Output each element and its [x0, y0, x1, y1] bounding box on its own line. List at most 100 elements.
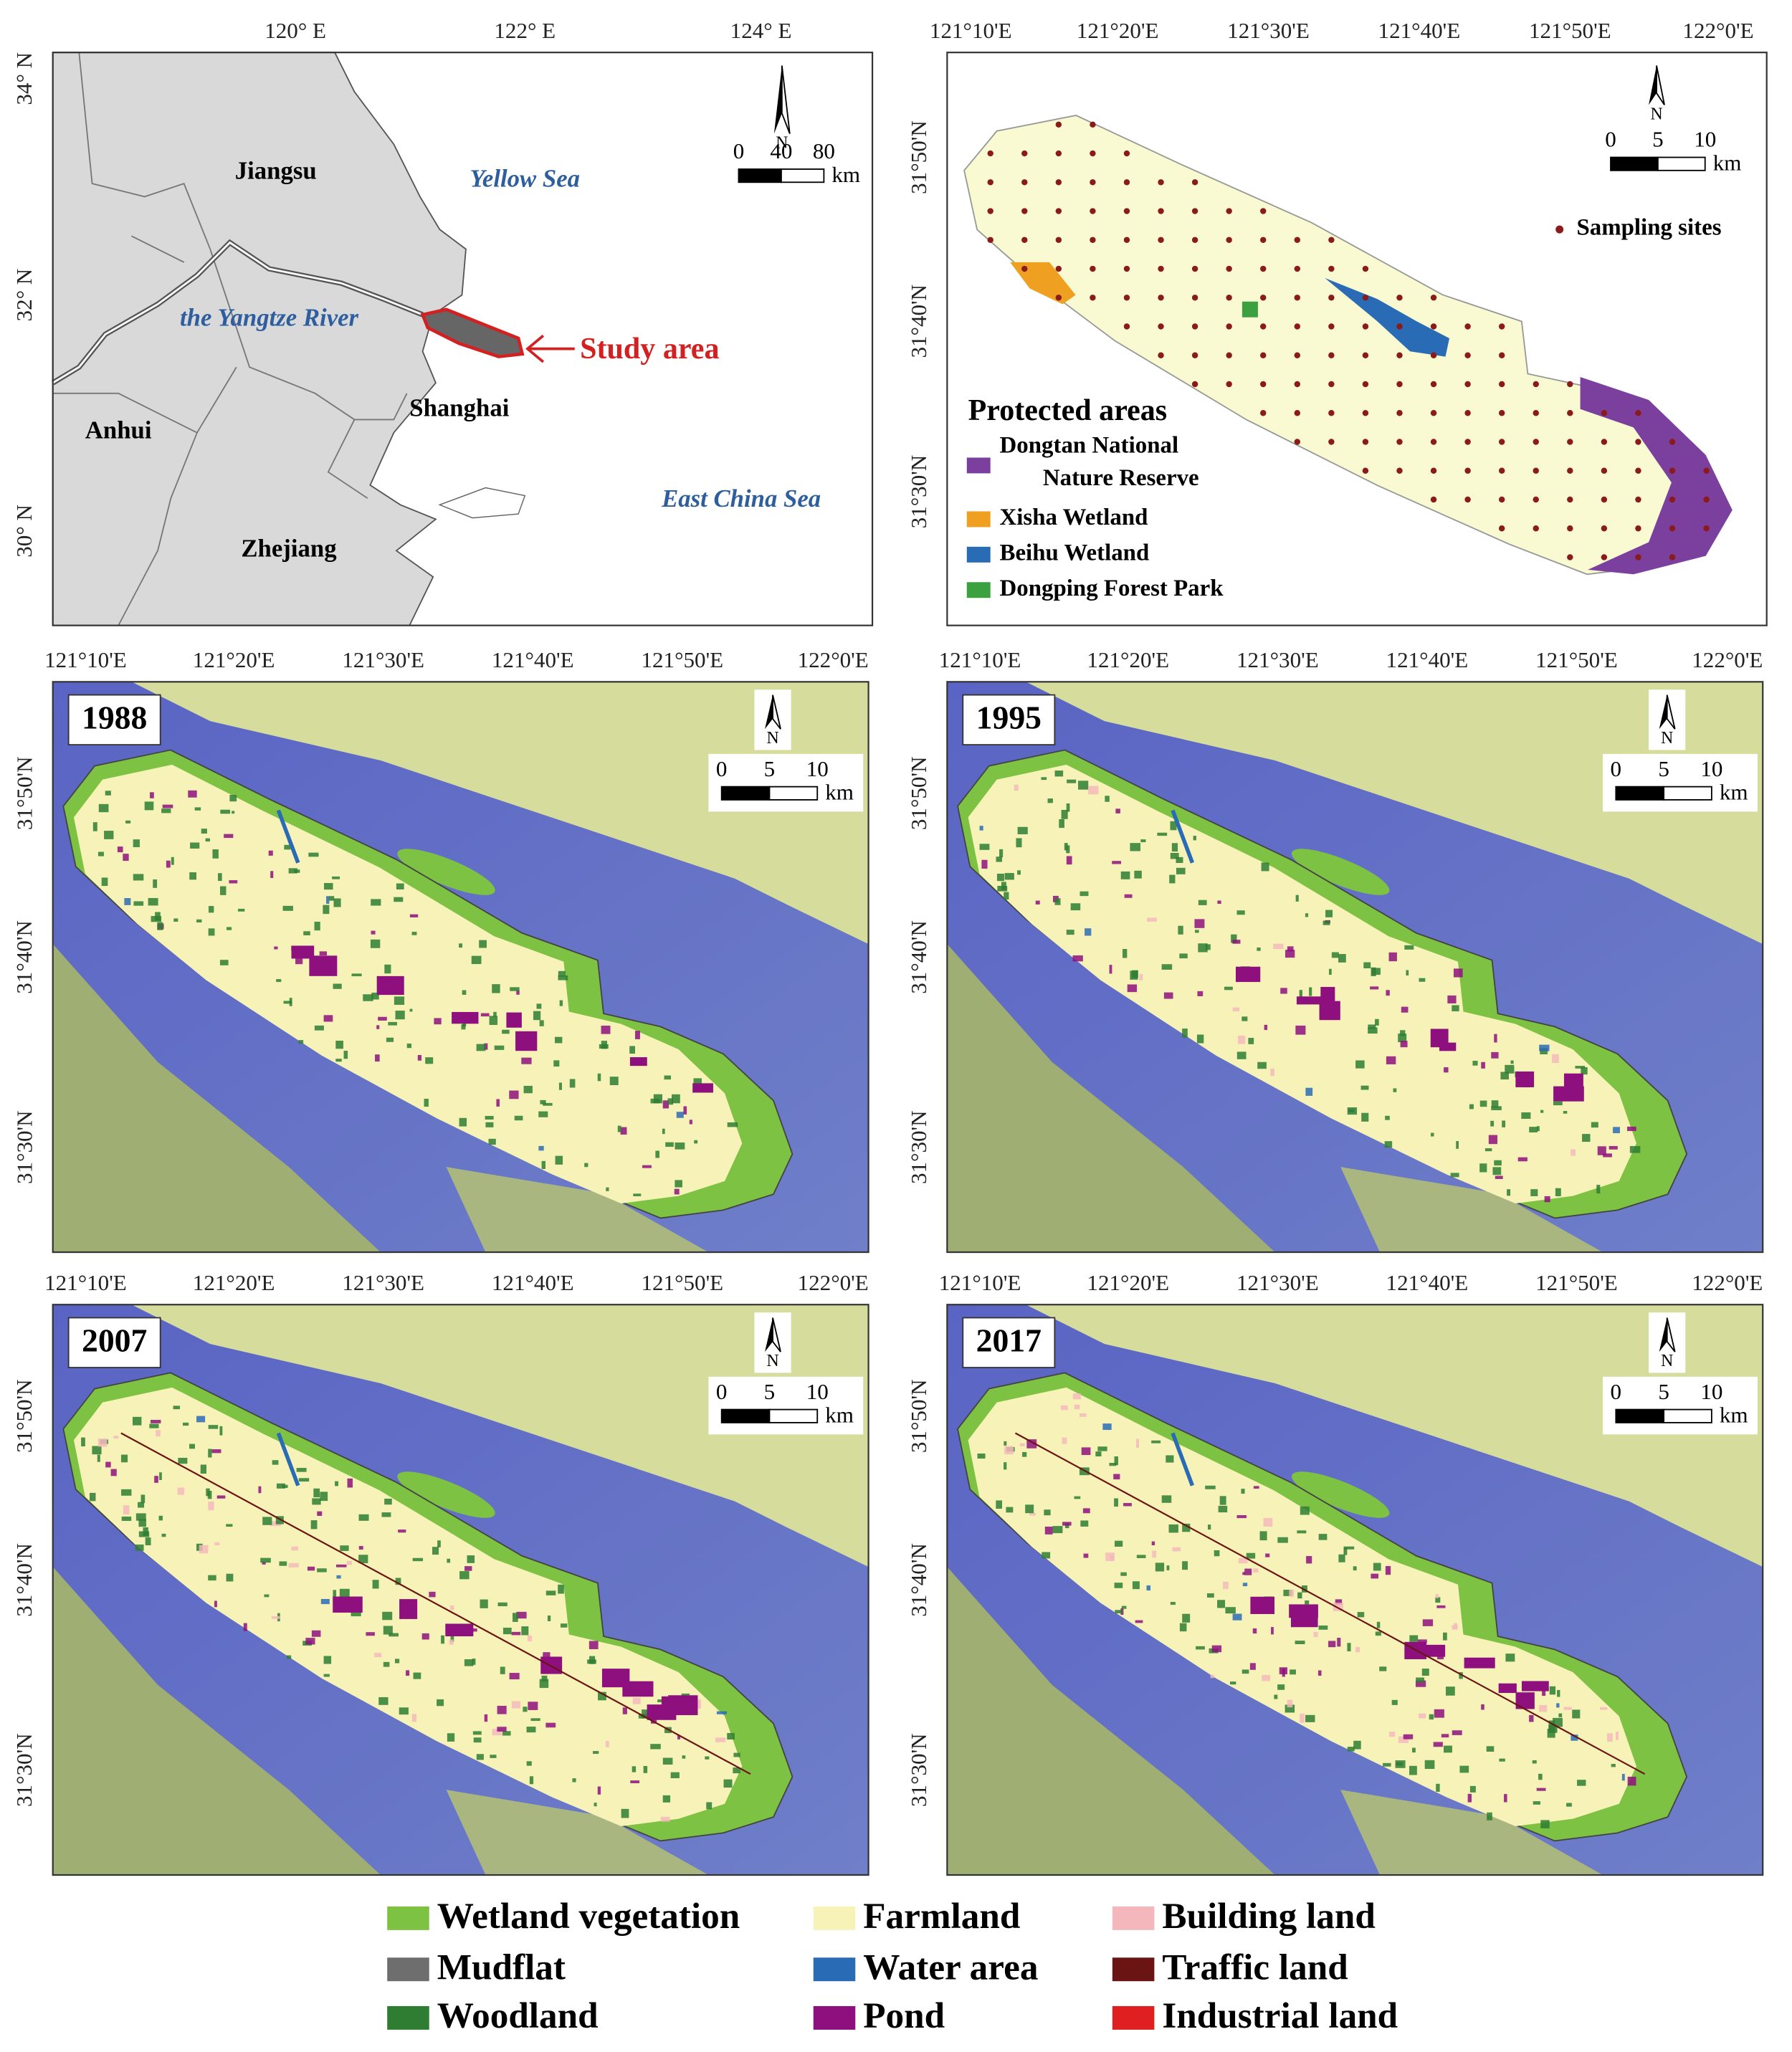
land-patch	[1540, 1820, 1550, 1828]
north-label: N	[1650, 105, 1662, 123]
land-patch	[1194, 930, 1199, 933]
lon-label: 121°20'E	[193, 1270, 275, 1295]
land-patch	[437, 1540, 441, 1547]
lon-label: 121°50'E	[641, 1270, 723, 1295]
land-patch	[1557, 1689, 1560, 1697]
land-patch	[1112, 861, 1121, 864]
land-patch	[196, 919, 202, 923]
arrow-head	[525, 334, 545, 363]
land-patch	[1238, 1557, 1248, 1564]
land-patch	[509, 1673, 520, 1680]
land-patch	[1029, 1512, 1036, 1516]
sampling-site	[1123, 150, 1130, 157]
sampling-site	[1669, 496, 1676, 503]
land-patch	[1510, 1060, 1514, 1064]
land-patch	[634, 1031, 640, 1039]
protected-area	[1580, 376, 1733, 575]
land-patch	[1452, 1730, 1462, 1735]
land-patch	[1176, 867, 1186, 874]
sampling-site	[1090, 208, 1096, 214]
scale-label: 5	[1658, 756, 1669, 781]
north-label: N	[1661, 729, 1673, 748]
land-patch	[1385, 1565, 1391, 1575]
land-patch	[1575, 1066, 1586, 1069]
land-patch	[1004, 1462, 1007, 1470]
land-patch	[371, 930, 376, 935]
legend-swatch	[387, 1957, 429, 1982]
land-patch	[308, 852, 319, 857]
land-patch	[526, 1727, 536, 1733]
province-boundary	[209, 249, 408, 421]
sampling-site	[1533, 381, 1539, 388]
land-patch	[1424, 1760, 1435, 1770]
province-boundary	[52, 392, 198, 434]
sampling-site	[1090, 150, 1096, 157]
land-patch	[1542, 1686, 1546, 1697]
sampling-site	[1396, 295, 1403, 301]
scale-bar	[720, 786, 771, 801]
land-patch	[339, 1588, 350, 1598]
land-patch	[1066, 856, 1072, 865]
land-patch	[294, 869, 300, 873]
legend-label: Xisha Wetland	[1000, 505, 1148, 530]
land-patch	[1487, 1812, 1492, 1820]
land-patch	[473, 1737, 482, 1743]
land-patch	[1597, 1146, 1606, 1155]
land-patch	[219, 960, 229, 965]
sampling-site	[1567, 467, 1573, 474]
land-patch	[1621, 1774, 1625, 1781]
pond-patch	[309, 955, 338, 976]
sampling-site	[1090, 265, 1096, 272]
land-patch	[660, 1816, 670, 1822]
land-patch	[1072, 1393, 1081, 1400]
land-patch	[1182, 1523, 1191, 1532]
land-patch	[1249, 1663, 1256, 1670]
land-patch	[226, 1524, 233, 1527]
land-patch	[1273, 943, 1284, 950]
land-patch	[1389, 1732, 1396, 1737]
land-patch	[399, 1707, 409, 1715]
lat-label: 31°40'N	[906, 920, 931, 994]
land-patch	[395, 1011, 405, 1020]
land-patch	[371, 899, 381, 906]
land-patch	[1157, 832, 1168, 836]
land-patch	[1309, 987, 1312, 996]
land-patch	[606, 1187, 609, 1191]
protected-area	[1010, 262, 1076, 305]
lon-label: 121°30'E	[1227, 18, 1310, 43]
land-patch	[1555, 1188, 1561, 1197]
north-arrow	[765, 695, 773, 730]
sampling-site	[1021, 150, 1028, 157]
province-boundary	[78, 52, 211, 249]
land-patch	[479, 940, 487, 948]
land-patch	[650, 1744, 661, 1750]
land-patch	[1544, 1196, 1550, 1203]
land-patch	[1435, 1597, 1441, 1603]
map-frame	[946, 52, 1768, 626]
south-bank	[1340, 1167, 1603, 1253]
sampling-site	[1498, 525, 1505, 532]
land-patch	[1262, 1674, 1271, 1681]
lon-label: 121°10'E	[44, 1270, 127, 1295]
land-patch	[1456, 1141, 1459, 1149]
land-patch	[492, 1729, 502, 1736]
land-patch	[1062, 1437, 1067, 1444]
scale-label: 5	[1658, 1379, 1669, 1404]
land-patch	[467, 1555, 475, 1563]
sampling-site	[1430, 439, 1437, 445]
land-patch	[1494, 1034, 1497, 1043]
sampling-site	[1328, 265, 1335, 272]
land-patch	[105, 791, 111, 796]
legend-swatch	[813, 1957, 856, 1982]
land-patch	[497, 1602, 507, 1607]
land-patch	[1210, 1674, 1214, 1679]
land-patch	[558, 1584, 564, 1594]
lon-label: 121°40'E	[1378, 18, 1461, 43]
land-patch	[171, 856, 174, 865]
land-patch	[363, 994, 373, 1001]
land-patch	[262, 1517, 272, 1525]
land-patch	[1274, 1694, 1278, 1699]
land-patch	[335, 1564, 347, 1567]
land-patch	[282, 905, 293, 911]
land-patch	[374, 1653, 382, 1658]
